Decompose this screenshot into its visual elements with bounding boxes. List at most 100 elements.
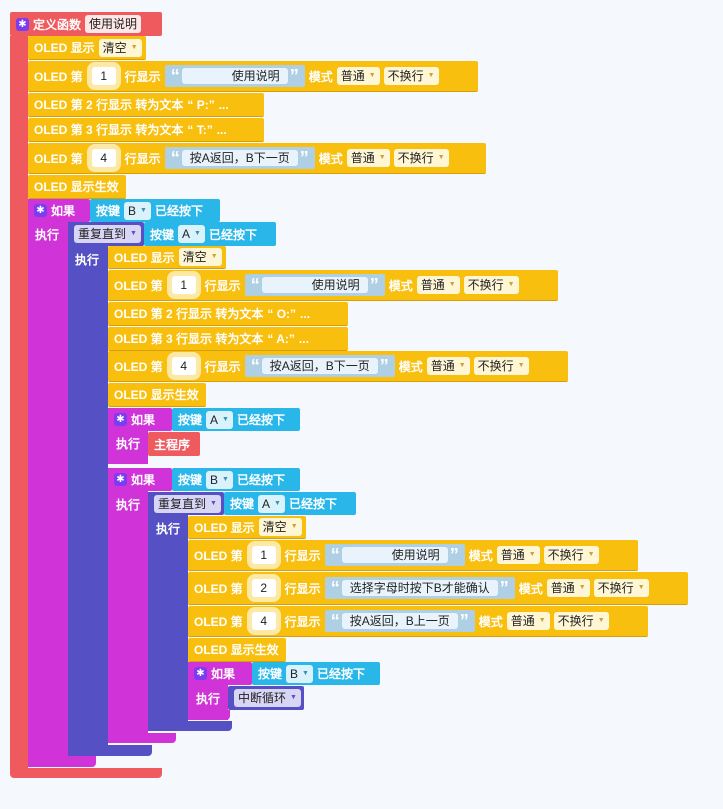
oled-line-block[interactable]: OLED 第 4 行显示 “按A返回，B上一页” 模式 普通 ▼ 不换行 ▼ [188,606,648,637]
dropdown-arrow-icon: ▼ [222,475,229,483]
key-pressed-block[interactable]: 按键 A ▼ 已经按下 [172,408,300,431]
oled-line-block[interactable]: OLED 第 1 行显示 “使用说明” 模式 普通 ▼ 不换行 ▼ [188,540,638,571]
oled-apply-block[interactable]: OLED 显示生效 [108,383,206,407]
mode-dropdown[interactable]: 普通 ▼ [336,67,380,85]
row-number-input[interactable]: 4 [246,607,281,635]
key-dropdown[interactable]: A ▼ [178,225,205,243]
string-block[interactable]: “选择字母时按下B才能确认” [324,577,515,599]
key-pressed-block[interactable]: 按键 B ▼ 已经按下 [90,199,220,222]
dropdown-arrow-icon: ▼ [140,206,147,214]
oled-line-block[interactable]: OLED 第 1 行显示 “使用说明” 模式 普通 ▼ 不换行 ▼ [108,270,558,301]
if-block[interactable]: ✱ 如果 [108,408,172,431]
oled-apply-block[interactable]: OLED 显示生效 [28,175,126,199]
string-block[interactable]: “使用说明” [324,544,465,566]
dropdown-arrow-icon: ▼ [194,230,201,237]
mode-dropdown[interactable]: 普通 ▼ [416,276,460,294]
oled-action-dropdown[interactable]: 清空 ▼ [178,248,222,266]
string-input[interactable]: 按A返回，B下一页 [181,150,298,166]
row-number-input[interactable]: 1 [86,62,121,90]
wrap-dropdown[interactable]: 不换行 ▼ [553,612,609,630]
oled-action-dropdown[interactable]: 清空 ▼ [98,38,142,57]
repeat-frame-bottom [148,721,232,731]
wrap-dropdown[interactable]: 不换行 ▼ [463,276,519,294]
wrap-dropdown[interactable]: 不换行 ▼ [543,546,599,564]
mode-dropdown[interactable]: 普通 ▼ [346,149,390,167]
key-dropdown[interactable]: B ▼ [124,201,151,220]
string-block[interactable]: “使用说明” [244,274,385,296]
string-input[interactable]: 使用说明 [261,277,368,293]
mode-dropdown[interactable]: 普通 ▼ [546,579,590,597]
string-block[interactable]: “按A返回，B下一页” [164,147,315,169]
string-input[interactable]: 按A返回，B上一页 [341,613,458,629]
mode-dropdown[interactable]: 普通 ▼ [426,357,470,375]
key-pressed-block[interactable]: 按键 B ▼ 已经按下 [172,468,300,491]
oled-line-block[interactable]: OLED 第 4 行显示 “按A返回，B下一页” 模式 普通 ▼ 不换行 ▼ [108,351,568,382]
row-number-input[interactable]: 1 [246,541,281,569]
key-dropdown[interactable]: A ▼ [258,494,285,513]
gear-icon[interactable]: ✱ [114,413,127,426]
break-loop-block[interactable]: 中断循环 ▼ [228,686,304,710]
string-block[interactable]: “按A返回，B下一页” [244,355,395,377]
oled-line-block[interactable]: OLED 第 1 行显示 “使用说明” 模式 普通 ▼ 不换行 ▼ [28,61,478,92]
row-number-input[interactable]: 1 [166,271,201,299]
function-define-block[interactable]: ✱ 定义函数 使用说明 [10,12,162,36]
gear-icon[interactable]: ✱ [34,204,47,217]
oled-line-text-block[interactable]: OLED 第 3 行显示 转为文本 “ T:” ... [28,118,264,142]
wrap-dropdown[interactable]: 不换行 ▼ [383,67,439,85]
repeat-mode-dropdown[interactable]: 重复直到 ▼ [74,225,141,243]
wrap-dropdown[interactable]: 不换行 ▼ [393,149,449,167]
gear-icon[interactable]: ✱ [194,667,207,680]
oled-line-block[interactable]: OLED 第 2 行显示 “选择字母时按下B才能确认” 模式 普通 ▼ 不换行 ▼ [188,572,688,605]
oled-clear-block[interactable]: OLED 显示 清空 ▼ [28,36,146,60]
string-input[interactable]: 选择字母时按下B才能确认 [341,580,498,596]
oled-line-text-block[interactable]: OLED 第 3 行显示 转为文本 “ A:” ... [108,327,348,351]
mode-dropdown[interactable]: 普通 ▼ [506,612,550,630]
key-pressed-block[interactable]: 按键 B ▼ 已经按下 [252,662,380,685]
row-number-input[interactable]: 4 [86,144,121,172]
gear-icon[interactable]: ✱ [114,473,127,486]
if-frame-left [28,199,68,767]
if-block[interactable]: ✱ 如果 [28,199,90,222]
repeat-until-block[interactable]: 重复直到 ▼ [68,222,144,246]
dropdown-arrow-icon: ▼ [448,281,456,288]
string-block[interactable]: “使用说明” [164,65,305,87]
oled-clear-block[interactable]: OLED 显示 清空 ▼ [108,246,226,269]
repeat-until-block[interactable]: 重复直到 ▼ [148,492,224,515]
string-input[interactable]: 按A返回，B下一页 [261,358,378,374]
function-frame-bottom [10,768,162,778]
row-number-input[interactable]: 4 [166,352,201,380]
key-pressed-block[interactable]: 按键 A ▼ 已经按下 [224,492,356,515]
oled-line-block[interactable]: OLED 第 4 行显示 “按A返回，B下一页” 模式 普通 ▼ 不换行 ▼ [28,143,486,174]
dropdown-arrow-icon: ▼ [528,551,536,558]
key-dropdown[interactable]: B ▼ [286,664,313,683]
if-frame-bottom [188,710,230,720]
if-block[interactable]: ✱ 如果 [188,662,252,685]
key-dropdown[interactable]: B ▼ [206,470,233,489]
oled-apply-block[interactable]: OLED 显示生效 [188,638,286,662]
row-number-input[interactable]: 2 [246,574,281,602]
wrap-dropdown[interactable]: 不换行 ▼ [473,357,529,375]
if-block[interactable]: ✱ 如果 [108,468,172,491]
key-pressed-block[interactable]: 按键 A ▼ 已经按下 [144,222,276,246]
main-program-call-block[interactable]: 主程序 [148,432,200,456]
close-quote-icon: ” [289,66,299,86]
if-frame-bottom [108,733,176,743]
dropdown-arrow-icon: ▼ [587,551,595,558]
key-dropdown[interactable]: A ▼ [206,410,233,429]
dropdown-arrow-icon: ▼ [578,584,586,591]
oled-line-text-block[interactable]: OLED 第 2 行显示 转为文本 “ O:” ... [108,302,348,326]
loop-control-dropdown[interactable]: 中断循环 ▼ [234,689,301,707]
mode-dropdown[interactable]: 普通 ▼ [496,546,540,564]
string-input[interactable]: 使用说明 [181,68,288,84]
oled-action-dropdown[interactable]: 清空 ▼ [258,518,302,536]
string-block[interactable]: “按A返回，B上一页” [324,610,475,632]
wrap-dropdown[interactable]: 不换行 ▼ [593,579,649,597]
gear-icon[interactable]: ✱ [16,17,29,31]
open-quote-icon: “ [250,356,260,376]
open-quote-icon: “ [330,545,340,565]
string-input[interactable]: 使用说明 [341,547,448,563]
oled-clear-block[interactable]: OLED 显示 清空 ▼ [188,516,306,539]
function-name-field[interactable]: 使用说明 [85,15,142,33]
oled-line-text-block[interactable]: OLED 第 2 行显示 转为文本 “ P:” ... [28,93,264,117]
repeat-mode-dropdown[interactable]: 重复直到 ▼ [154,494,221,513]
